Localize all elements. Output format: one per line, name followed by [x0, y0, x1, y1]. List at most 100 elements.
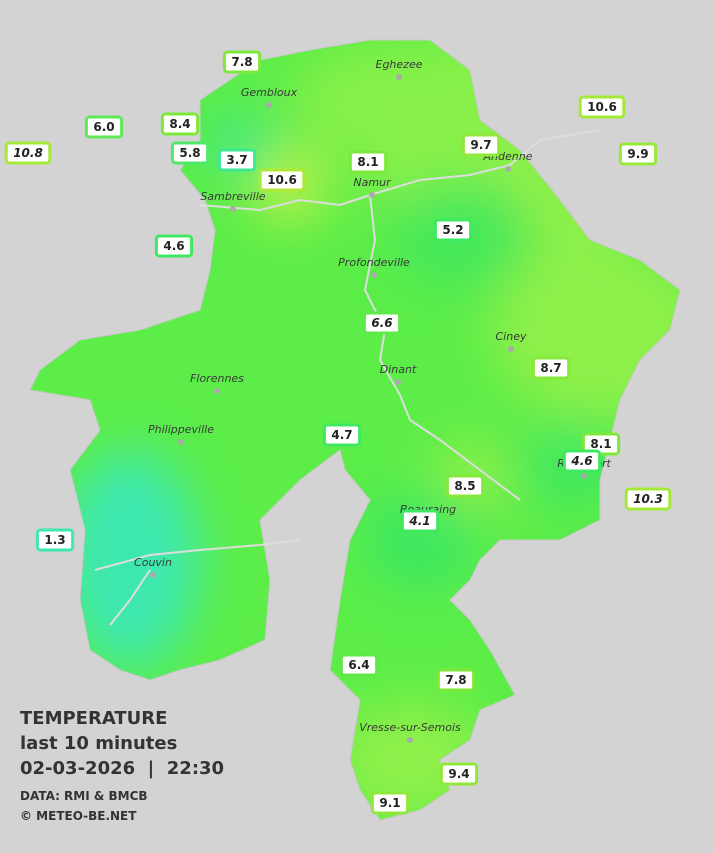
city-dot: [508, 346, 514, 352]
city-dot: [369, 192, 375, 198]
station-label: 6.6: [362, 311, 402, 335]
city-name: Philippeville: [148, 423, 214, 436]
city-name: Namur: [353, 176, 392, 189]
station-temp: 9.9: [627, 147, 648, 161]
station-box: [160, 112, 200, 136]
station-label: 4.6: [154, 234, 194, 258]
station-temp: 8.1: [357, 155, 378, 169]
station-temp: 1.3: [44, 533, 65, 547]
station-label: 8.7: [531, 356, 571, 380]
caption-title: TEMPERATURE: [20, 708, 167, 729]
station-temp: 10.8: [13, 146, 43, 160]
station-temp: 6.6: [371, 316, 392, 330]
station-label: 9.7: [461, 133, 501, 157]
station-temp: 10.6: [267, 173, 297, 187]
station-temp: 8.4: [169, 117, 190, 131]
station-label: 7.8: [222, 50, 262, 74]
station-temp: 6.0: [93, 120, 114, 134]
station-box: [531, 356, 571, 380]
station-label: 4.6: [562, 449, 602, 473]
station-temp: 8.7: [540, 361, 561, 375]
station-box: [154, 234, 194, 258]
station-label: 10.3: [624, 487, 672, 511]
station-box: [461, 133, 501, 157]
station-box: [217, 148, 257, 172]
station-box: [436, 668, 476, 692]
station-label: 5.8: [170, 141, 210, 165]
station-temp: 4.7: [331, 428, 352, 442]
station-box: [433, 218, 473, 242]
station-label: 7.8: [436, 668, 476, 692]
station-box: [439, 762, 479, 786]
city-name: Couvin: [134, 556, 172, 569]
city-dot: [407, 737, 413, 743]
station-box: [322, 423, 362, 447]
station-label: 10.8: [4, 141, 52, 165]
city-dot: [266, 102, 272, 108]
station-label: 8.5: [445, 474, 485, 498]
cities: EghezeeGemblouxAndenneNamurSambrevillePr…: [134, 58, 611, 743]
city-name: Ciney: [496, 330, 527, 343]
station-label: 8.4: [160, 112, 200, 136]
city-name: Dinant: [380, 363, 417, 376]
station-box: [348, 150, 388, 174]
city-dot: [505, 166, 511, 172]
city-dot: [214, 388, 220, 394]
station-label: 3.7: [217, 148, 257, 172]
station-box: [562, 449, 602, 473]
station-temp: 7.8: [231, 55, 252, 69]
station-box: [400, 509, 440, 533]
station-temp: 7.8: [445, 673, 466, 687]
station-temp: 10.6: [587, 100, 617, 114]
station-temp: 9.7: [470, 138, 491, 152]
city-dot: [371, 272, 377, 278]
city-dot: [230, 206, 236, 212]
city-dot: [395, 379, 401, 385]
station-temp: 4.1: [408, 514, 430, 528]
station-temp: 3.7: [226, 153, 247, 167]
river-viroin: [94, 539, 301, 626]
station-label: 4.7: [322, 423, 362, 447]
city-dot: [581, 473, 587, 479]
station-label: 10.6: [258, 168, 306, 192]
city-name: Gembloux: [241, 86, 298, 99]
station-box: [624, 487, 672, 511]
station-temp: 5.8: [179, 146, 200, 160]
river-sambre-meuse: [199, 129, 601, 212]
river-meuse-lesse: [363, 194, 521, 501]
station-temp: 9.1: [379, 796, 400, 810]
station-temp: 5.2: [442, 223, 463, 237]
station-box: [258, 168, 306, 192]
caption-source: DATA: RMI & BMCB: [20, 789, 148, 803]
station-box: [370, 791, 410, 815]
city-dot: [396, 74, 402, 80]
station-label: 4.1: [400, 509, 440, 533]
station-box: [35, 528, 75, 552]
station-label: 10.6: [578, 95, 626, 119]
city-name: Profondeville: [338, 256, 410, 269]
station-temp: 4.6: [163, 239, 184, 253]
station-box: [618, 142, 658, 166]
station-box: [222, 50, 262, 74]
city-name: Florennes: [190, 372, 244, 385]
station-temp: 6.4: [348, 658, 369, 672]
station-box: [445, 474, 485, 498]
station-box: [4, 141, 52, 165]
station-label: 6.0: [84, 115, 124, 139]
station-box: [84, 115, 124, 139]
stations: 7.8 6.0 8.4 10.8 5.8 3.7 10.6 8.1 9.7 10.6 9.9 4.6 5…: [4, 50, 672, 815]
city-name: Vresse-sur-Semois: [359, 721, 461, 734]
station-temp: 8.1: [590, 437, 611, 451]
station-temp: 9.4: [448, 767, 469, 781]
city-name: Sambreville: [200, 190, 265, 203]
station-box: [578, 95, 626, 119]
station-label: 6.4: [339, 653, 379, 677]
city-dot: [150, 572, 156, 578]
station-label: 9.4: [439, 762, 479, 786]
station-box: [362, 311, 402, 335]
station-box: [170, 141, 210, 165]
station-temp: 4.6: [570, 454, 592, 468]
station-label: 9.1: [370, 791, 410, 815]
station-label: 5.2: [433, 218, 473, 242]
